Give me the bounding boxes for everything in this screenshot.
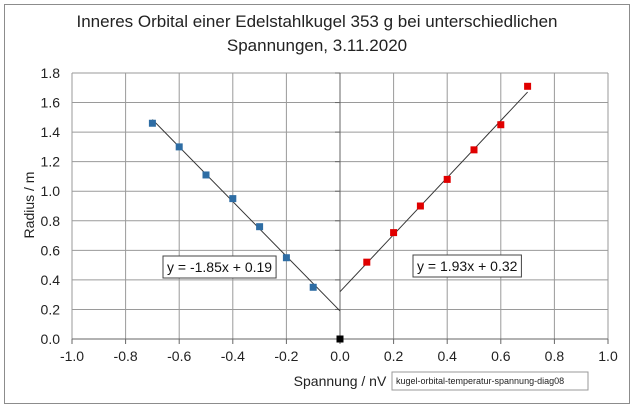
annotation-box xyxy=(391,371,589,391)
x-axis-label: Spannung / nV xyxy=(294,373,387,389)
x-tick-label: -1.0 xyxy=(60,348,84,364)
trendline-equation: y = -1.85x + 0.19 xyxy=(167,259,272,275)
data-point xyxy=(443,175,451,183)
y-tick-label: 1.6 xyxy=(41,95,61,111)
x-tick-label: -0.8 xyxy=(114,348,138,364)
trendline-equation: y = 1.93x + 0.32 xyxy=(417,258,518,274)
data-point xyxy=(202,171,210,179)
trendline-equation-box xyxy=(412,254,522,278)
data-point xyxy=(148,119,156,127)
chart-title: Inneres Orbital einer Edelstahlkugel 353… xyxy=(0,10,634,58)
data-point xyxy=(309,283,317,291)
data-point xyxy=(524,82,532,90)
y-tick-label: 0.8 xyxy=(41,213,61,229)
data-point xyxy=(336,335,344,343)
data-point xyxy=(497,121,505,129)
x-tick-label: 0.6 xyxy=(491,348,511,364)
data-point xyxy=(229,195,237,203)
x-tick-label: -0.6 xyxy=(167,348,191,364)
data-point xyxy=(363,258,371,266)
y-tick-label: 1.4 xyxy=(41,124,61,140)
data-point xyxy=(470,146,478,154)
chart-frame xyxy=(4,4,630,404)
x-tick-label: 1.0 xyxy=(598,348,618,364)
y-tick-label: 0.2 xyxy=(41,301,61,317)
x-tick-label: 0.8 xyxy=(545,348,565,364)
y-tick-label: 1.0 xyxy=(41,183,61,199)
data-point xyxy=(282,254,290,262)
annotation-label: kugel-orbital-temperatur-spannung-diag08 xyxy=(396,376,564,386)
y-tick-label: 0.0 xyxy=(41,331,61,347)
y-tick-label: 1.8 xyxy=(41,65,61,81)
chart-title-line-2: Spannungen, 3.11.2020 xyxy=(226,36,408,55)
trendline xyxy=(339,91,528,293)
data-point xyxy=(416,202,424,210)
y-tick-label: 0.6 xyxy=(41,242,61,258)
data-point xyxy=(390,229,398,237)
x-tick-label: -0.4 xyxy=(221,348,245,364)
x-tick-label: 0.2 xyxy=(384,348,404,364)
trendline-equation-box xyxy=(162,255,277,279)
y-tick-label: 0.4 xyxy=(41,272,61,288)
x-tick-label: -0.2 xyxy=(274,348,298,364)
y-tick-label: 1.2 xyxy=(41,154,61,170)
x-tick-label: 0.4 xyxy=(437,348,457,364)
chart-title-line-1: Inneres Orbital einer Edelstahlkugel 353… xyxy=(76,12,558,31)
x-tick-label: 0.0 xyxy=(330,348,350,364)
data-point xyxy=(175,143,183,151)
y-axis-label: Radius / m xyxy=(21,172,37,239)
data-point xyxy=(256,223,264,231)
trendline xyxy=(152,119,341,312)
